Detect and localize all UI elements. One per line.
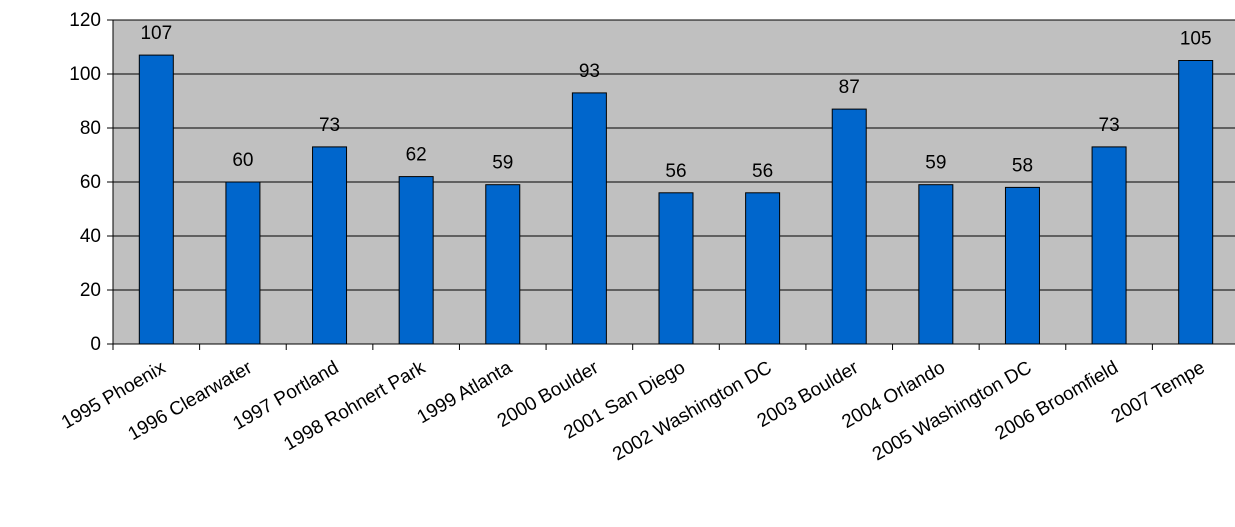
bar	[571, 92, 607, 345]
bar	[225, 181, 261, 345]
y-axis: 0 20 40 60 80 100 120	[69, 10, 114, 355]
y-tick-label: 100	[69, 64, 101, 85]
data-label: 93	[579, 61, 600, 82]
data-label: 60	[232, 150, 253, 171]
data-label: 59	[492, 153, 513, 174]
data-label: 56	[665, 161, 686, 182]
y-tick-label: 40	[80, 226, 101, 247]
y-tick-label: 0	[90, 334, 101, 355]
x-tick-label: 2002 Washington DC	[609, 357, 775, 465]
bar	[831, 108, 867, 345]
x-tick-label: 1998 Rohnert Park	[280, 357, 429, 455]
bar	[485, 184, 521, 345]
data-label: 73	[319, 115, 340, 136]
data-label: 62	[406, 145, 427, 166]
data-label: 56	[752, 161, 773, 182]
bar	[1004, 186, 1040, 345]
bar	[138, 54, 174, 345]
data-label: 107	[140, 23, 172, 44]
bar	[1091, 146, 1127, 345]
data-label: 73	[1099, 115, 1120, 136]
bar	[745, 192, 781, 345]
x-tick-label: 2005 Washington DC	[869, 357, 1035, 465]
y-tick-label: 60	[80, 172, 101, 193]
y-tick-label: 80	[80, 118, 101, 139]
bar	[658, 192, 694, 345]
data-label: 59	[925, 153, 946, 174]
x-tick-label: 2007 Tempe	[1108, 357, 1209, 427]
data-label: 105	[1180, 29, 1212, 50]
bars	[138, 54, 1214, 345]
y-tick-label: 20	[80, 280, 101, 301]
data-labels: 107 60 73 62 59 93 56 56 87 59 58 73 105	[140, 23, 1211, 182]
bar	[312, 146, 348, 345]
data-label: 87	[839, 77, 860, 98]
data-label: 58	[1012, 155, 1033, 176]
y-tick-label: 120	[69, 10, 101, 31]
bar	[1178, 60, 1214, 345]
bar	[918, 184, 954, 345]
bar	[398, 176, 434, 345]
